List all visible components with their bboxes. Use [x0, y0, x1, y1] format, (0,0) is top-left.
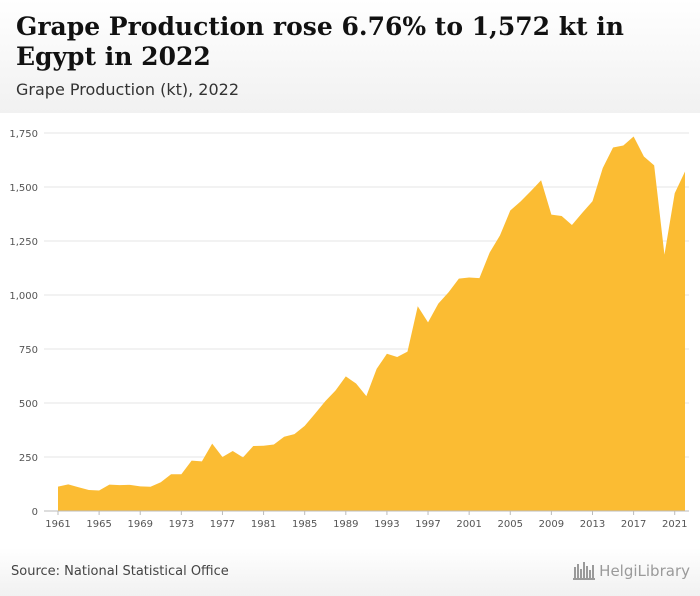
- x-tick-label: 1961: [45, 519, 70, 530]
- x-tick-label: 1973: [169, 519, 194, 530]
- area-series: [58, 136, 685, 511]
- x-tick-label: 2013: [580, 519, 605, 530]
- x-tick-label: 2009: [539, 519, 564, 530]
- header-panel: Grape Production rose 6.76% to 1,572 kt …: [0, 0, 700, 113]
- y-tick-label: 0: [32, 507, 38, 518]
- area-chart: 0 250 500 750 1,000 1,250 1,500 1,750 1961 1965 19…: [9, 129, 689, 530]
- x-tick-label: 2017: [621, 519, 646, 530]
- x-tick-label: 2021: [662, 519, 687, 530]
- y-tick-label: 250: [19, 453, 38, 464]
- chart-subtitle: Grape Production (kt), 2022: [16, 80, 239, 99]
- x-tick-label: 1993: [374, 519, 399, 530]
- x-tick-label: 1969: [128, 519, 153, 530]
- y-tick-label: 500: [19, 399, 38, 410]
- x-tick-label: 1965: [86, 519, 111, 530]
- brand-name: HelgiLibrary: [599, 562, 690, 580]
- library-icon: [573, 562, 596, 580]
- y-tick-label: 1,250: [9, 237, 38, 248]
- x-tick-label: 2005: [498, 519, 523, 530]
- brand-logo: HelgiLibrary: [572, 561, 690, 581]
- x-tick-label: 1981: [251, 519, 276, 530]
- x-tick-label: 2001: [456, 519, 481, 530]
- source-note: Source: National Statistical Office: [11, 564, 229, 579]
- y-tick-label: 750: [19, 345, 38, 356]
- y-tick-label: 1,750: [9, 129, 38, 140]
- y-tick-label: 1,000: [9, 291, 38, 302]
- y-tick-label: 1,500: [9, 183, 38, 194]
- x-tick-label: 1985: [292, 519, 317, 530]
- x-tick-label: 1989: [333, 519, 358, 530]
- chart-title: Grape Production rose 6.76% to 1,572 kt …: [16, 12, 624, 71]
- x-tick-label: 1997: [415, 519, 440, 530]
- x-tick-label: 1977: [210, 519, 235, 530]
